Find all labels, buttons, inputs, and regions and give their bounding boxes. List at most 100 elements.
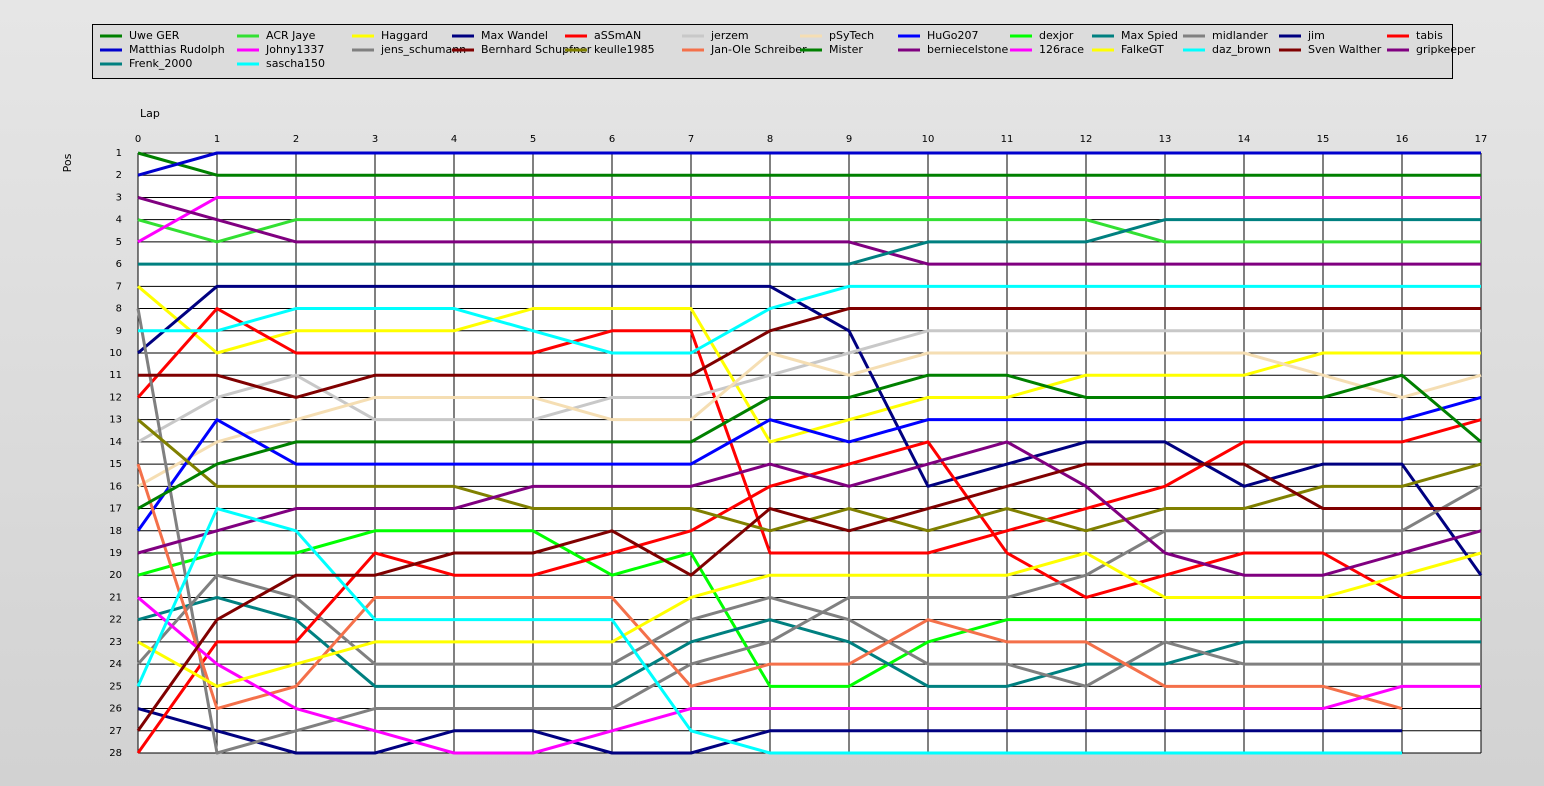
x-tick-label: 9 xyxy=(846,134,852,145)
y-tick-label: 23 xyxy=(109,637,122,648)
series-line xyxy=(137,196,1481,266)
series-line xyxy=(136,462,1481,732)
y-tick-label: 11 xyxy=(109,370,122,381)
y-tick-label: 28 xyxy=(109,748,122,759)
x-tick-label: 17 xyxy=(1475,134,1488,145)
series-line xyxy=(137,195,1481,244)
y-tick-label: 20 xyxy=(109,570,122,581)
series-line xyxy=(137,529,1481,688)
y-tick-label: 18 xyxy=(109,526,122,537)
series-line xyxy=(136,507,1402,755)
y-tick-label: 4 xyxy=(116,215,122,226)
legend-label: 126race xyxy=(1039,43,1084,56)
y-tick-label: 14 xyxy=(109,437,122,448)
y-tick-label: 24 xyxy=(109,659,122,670)
x-tick-label: 11 xyxy=(1001,134,1014,145)
y-tick-label: 7 xyxy=(116,281,122,292)
series-line xyxy=(137,440,1482,577)
y-tick-label: 10 xyxy=(109,348,122,359)
legend-label: FalkeGT xyxy=(1121,43,1164,56)
series-line xyxy=(138,284,1481,355)
series-line xyxy=(136,463,1403,711)
x-tick-label: 6 xyxy=(609,134,615,145)
x-tick-label: 3 xyxy=(372,134,378,145)
x-tick-label: 15 xyxy=(1317,134,1330,145)
series-line xyxy=(137,151,1481,177)
y-tick-label: 9 xyxy=(116,326,122,337)
y-tick-label: 5 xyxy=(116,237,122,248)
series-line xyxy=(138,218,1481,266)
x-tick-label: 10 xyxy=(922,134,935,145)
y-tick-label: 8 xyxy=(116,304,122,315)
y-tick-label: 25 xyxy=(109,681,122,692)
x-axis-label: Lap xyxy=(140,107,160,120)
legend-label: pSyTech xyxy=(829,29,874,42)
y-axis-label: Pos xyxy=(61,153,74,172)
legend-label: Max Wandel xyxy=(481,29,548,42)
x-tick-label: 16 xyxy=(1396,134,1409,145)
legend-label: jim xyxy=(1307,29,1325,42)
legend-box xyxy=(92,24,1453,79)
legend-label: Johny1337 xyxy=(265,43,324,56)
x-tick-label: 5 xyxy=(530,134,536,145)
series-line xyxy=(136,573,1481,688)
series-line xyxy=(136,308,1482,755)
legend-label: Mister xyxy=(829,43,863,56)
series-line xyxy=(137,596,1481,755)
legend-label: midlander xyxy=(1212,29,1268,42)
y-tick-label: 15 xyxy=(109,459,122,470)
series-line xyxy=(137,151,1481,177)
legend-label: Matthias Rudolph xyxy=(129,43,225,56)
legend-label: dexjor xyxy=(1039,29,1074,42)
y-tick-label: 2 xyxy=(116,170,122,181)
legend-label: sascha150 xyxy=(266,57,325,70)
legend-label: Sven Walther xyxy=(1308,43,1382,56)
x-tick-label: 7 xyxy=(688,134,694,145)
legend-label: tabis xyxy=(1416,29,1443,42)
x-tick-label: 4 xyxy=(451,134,457,145)
series-line xyxy=(137,351,1482,488)
x-tick-label: 8 xyxy=(767,134,773,145)
series-line xyxy=(137,551,1482,688)
legend-label: aSSmAN xyxy=(594,29,641,42)
y-tick-label: 6 xyxy=(116,259,122,270)
legend-label: Jan-Ole Schreiber xyxy=(710,43,807,56)
y-tick-label: 26 xyxy=(109,704,122,715)
legend-label: Haggard xyxy=(381,29,428,42)
x-tick-label: 12 xyxy=(1080,134,1093,145)
x-tick-label: 13 xyxy=(1159,134,1172,145)
legend-label: Uwe GER xyxy=(129,29,180,42)
y-tick-label: 13 xyxy=(109,415,122,426)
x-tick-label: 14 xyxy=(1238,134,1251,145)
legend-label: Max Spied xyxy=(1121,29,1178,42)
x-tick-label: 0 xyxy=(135,134,141,145)
legend-label: gripkeeper xyxy=(1416,43,1476,56)
y-tick-label: 19 xyxy=(109,548,122,559)
series-line xyxy=(137,707,1402,755)
legend-label: keulle1985 xyxy=(594,43,655,56)
series-line xyxy=(137,595,1481,688)
y-tick-label: 3 xyxy=(116,192,122,203)
legend-label: jens_schumann xyxy=(380,43,466,56)
series-line xyxy=(137,373,1482,510)
series-line xyxy=(137,218,1481,244)
series-line xyxy=(136,307,1482,555)
x-tick-label: 2 xyxy=(293,134,299,145)
legend-label: HuGo207 xyxy=(927,29,979,42)
legend-label: berniecelstone xyxy=(927,43,1008,56)
x-tick-label: 1 xyxy=(214,134,220,145)
y-tick-label: 12 xyxy=(109,392,122,403)
y-tick-label: 16 xyxy=(109,481,122,492)
legend-label: ACR Jaye xyxy=(266,29,316,42)
series-line xyxy=(137,284,1483,577)
legend-label: daz_brown xyxy=(1212,43,1271,56)
legend-label: Frenk_2000 xyxy=(129,57,192,70)
series-line xyxy=(136,396,1482,532)
y-tick-label: 17 xyxy=(109,504,122,515)
y-tick-label: 21 xyxy=(109,592,122,603)
y-tick-label: 27 xyxy=(109,726,122,737)
legend-label: jerzem xyxy=(710,29,749,42)
series-line xyxy=(138,307,1481,399)
y-tick-label: 1 xyxy=(116,148,122,159)
